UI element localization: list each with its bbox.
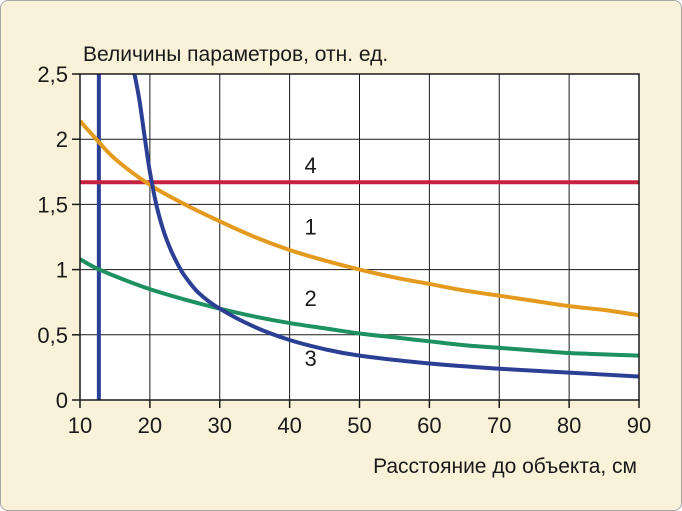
series-2-label: 2	[304, 286, 316, 311]
series-1-label: 1	[304, 214, 316, 239]
series-3-line	[132, 74, 639, 379]
y-tick-label: 2	[56, 127, 68, 152]
x-tick-label: 90	[627, 413, 651, 438]
y-tick-label: 2,5	[37, 62, 68, 87]
y-tick-label: 0,5	[37, 323, 68, 348]
x-axis-title: Расстояние до объекта, см	[373, 455, 637, 478]
x-tick-label: 10	[68, 413, 92, 438]
series-1-line	[80, 119, 639, 318]
x-tick-label: 80	[557, 413, 581, 438]
series-group	[80, 74, 639, 400]
y-tick-label: 1	[56, 258, 68, 283]
y-axis-title: Величины параметров, отн. ед.	[83, 43, 388, 66]
y-tick-label: 1,5	[37, 192, 68, 217]
x-tick-label: 50	[347, 413, 371, 438]
series-4-label: 4	[304, 153, 316, 178]
x-tick-label: 30	[208, 413, 232, 438]
series-3-label: 3	[304, 346, 316, 371]
series-2-line	[80, 257, 639, 358]
y-tick-label: 0	[56, 388, 68, 413]
x-tick-label: 60	[417, 413, 441, 438]
x-tick-label: 70	[487, 413, 511, 438]
x-tick-label: 20	[138, 413, 162, 438]
x-tick-label: 40	[277, 413, 301, 438]
